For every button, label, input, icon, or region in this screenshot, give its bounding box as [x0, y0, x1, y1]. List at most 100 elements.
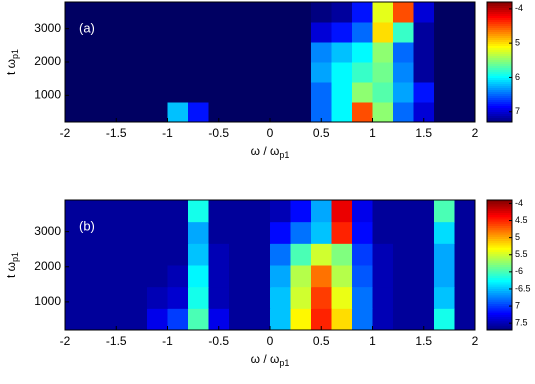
- colorbar-strip: [487, 118, 512, 121]
- heatmap-cell: [85, 243, 107, 266]
- heatmap-cell: [454, 265, 476, 288]
- panel-label: (b): [79, 218, 95, 233]
- colorbar-strip: [487, 308, 512, 311]
- colorbar-strip: [487, 221, 512, 225]
- heatmap-cell: [270, 221, 291, 244]
- heatmap-cell: [290, 42, 312, 63]
- heatmap-cell: [188, 265, 209, 288]
- x-axis-label: ω / ωp1: [251, 352, 290, 368]
- x-tick-label: -1.5: [106, 334, 127, 348]
- heatmap-cell: [167, 243, 189, 266]
- colorbar-strip: [487, 116, 512, 119]
- colorbar-strip: [487, 32, 512, 35]
- colorbar-strip: [487, 327, 512, 331]
- colorbar-strip: [487, 22, 512, 25]
- heatmap-cell: [167, 102, 189, 123]
- heatmap-cell: [372, 102, 394, 123]
- heatmap-cell: [393, 22, 414, 43]
- heatmap-cell: [106, 221, 127, 244]
- heatmap-cell: [208, 22, 230, 43]
- colorbar-strip: [487, 282, 512, 285]
- heatmap-cell: [454, 2, 476, 23]
- colorbar-strip: [487, 98, 512, 101]
- heatmap-cell: [393, 308, 414, 331]
- heatmap-cell: [454, 221, 476, 244]
- heatmap-cell: [249, 243, 271, 266]
- heatmap-cell: [167, 286, 189, 309]
- heatmap-cell: [85, 42, 107, 63]
- colorbar-strip: [487, 24, 512, 27]
- heatmap-cell: [454, 82, 476, 103]
- colorbar-strip: [487, 66, 512, 69]
- colorbar-tick-label: 7.5: [515, 318, 528, 328]
- heatmap-cell: [126, 200, 148, 223]
- colorbar-strip: [487, 114, 512, 117]
- heatmap-cell: [434, 265, 455, 288]
- y-tick-label: 3000: [34, 21, 61, 35]
- heatmap-cell: [85, 2, 107, 23]
- heatmap-cell: [106, 102, 127, 123]
- heatmap-cell: [311, 308, 332, 331]
- heatmap-cell: [413, 2, 435, 23]
- colorbar-strip: [487, 273, 512, 277]
- heatmap-cell: [188, 2, 209, 23]
- colorbar-strip: [487, 54, 512, 57]
- heatmap-cell: [85, 22, 107, 43]
- colorbar-strip: [487, 94, 512, 97]
- colorbar-strip: [487, 100, 512, 103]
- colorbar-strip: [487, 219, 512, 223]
- heatmap-cell: [188, 286, 209, 309]
- heatmap-cell: [311, 82, 332, 103]
- heatmap-cell: [454, 102, 476, 123]
- heatmap-cell: [147, 265, 168, 288]
- y-tick-label: 2000: [34, 54, 61, 68]
- colorbar-strip: [487, 38, 512, 41]
- colorbar-strip: [487, 36, 512, 39]
- heatmap-cell: [65, 2, 86, 23]
- heatmap-cell: [188, 308, 209, 331]
- heatmap-cell: [270, 102, 291, 123]
- y-axis-label: t ωp1: [4, 252, 20, 278]
- heatmap-cell: [208, 82, 230, 103]
- heatmap-cell: [393, 2, 414, 23]
- heatmap-cell: [147, 82, 168, 103]
- colorbar-strip: [487, 304, 512, 307]
- heatmap-cell: [372, 22, 394, 43]
- heatmap-cell: [270, 82, 291, 103]
- heatmap-cell: [249, 22, 271, 43]
- heatmap-cell: [270, 286, 291, 309]
- heatmap-cell: [270, 2, 291, 23]
- heatmap-cell: [208, 265, 230, 288]
- heatmap-cell: [126, 62, 148, 83]
- colorbar-strip: [487, 275, 512, 279]
- heatmap-cell: [331, 200, 353, 223]
- heatmap-cell: [311, 22, 332, 43]
- colorbar-strip: [487, 284, 512, 288]
- heatmap-cell: [372, 82, 394, 103]
- heatmap-cell: [393, 200, 414, 223]
- heatmap-cell: [413, 42, 435, 63]
- colorbar-tick-label: 5: [515, 232, 520, 242]
- heatmap-cell: [454, 200, 476, 223]
- heatmap-cell: [270, 22, 291, 43]
- colorbar-strip: [487, 64, 512, 67]
- heatmap-cell: [331, 62, 353, 83]
- colorbar-strip: [487, 301, 512, 305]
- colorbar-strip: [487, 317, 512, 320]
- colorbar-frame: [486, 1, 513, 123]
- colorbar-strip: [487, 299, 512, 303]
- colorbar-strip: [487, 44, 512, 47]
- heatmap-cell: [85, 265, 107, 288]
- colorbar-strip: [487, 48, 512, 51]
- heatmap-cell: [290, 102, 312, 123]
- heatmap-cell: [270, 265, 291, 288]
- heatmap-cell: [352, 42, 373, 63]
- heatmap-cell: [65, 243, 86, 266]
- colorbar-strip: [487, 46, 512, 49]
- colorbar-strip: [487, 200, 512, 203]
- heatmap-cell: [65, 265, 86, 288]
- heatmap-cell: [208, 221, 230, 244]
- x-tick-label: 1.5: [415, 334, 432, 348]
- x-tick-label: 1: [369, 334, 376, 348]
- colorbar-strip: [487, 90, 512, 93]
